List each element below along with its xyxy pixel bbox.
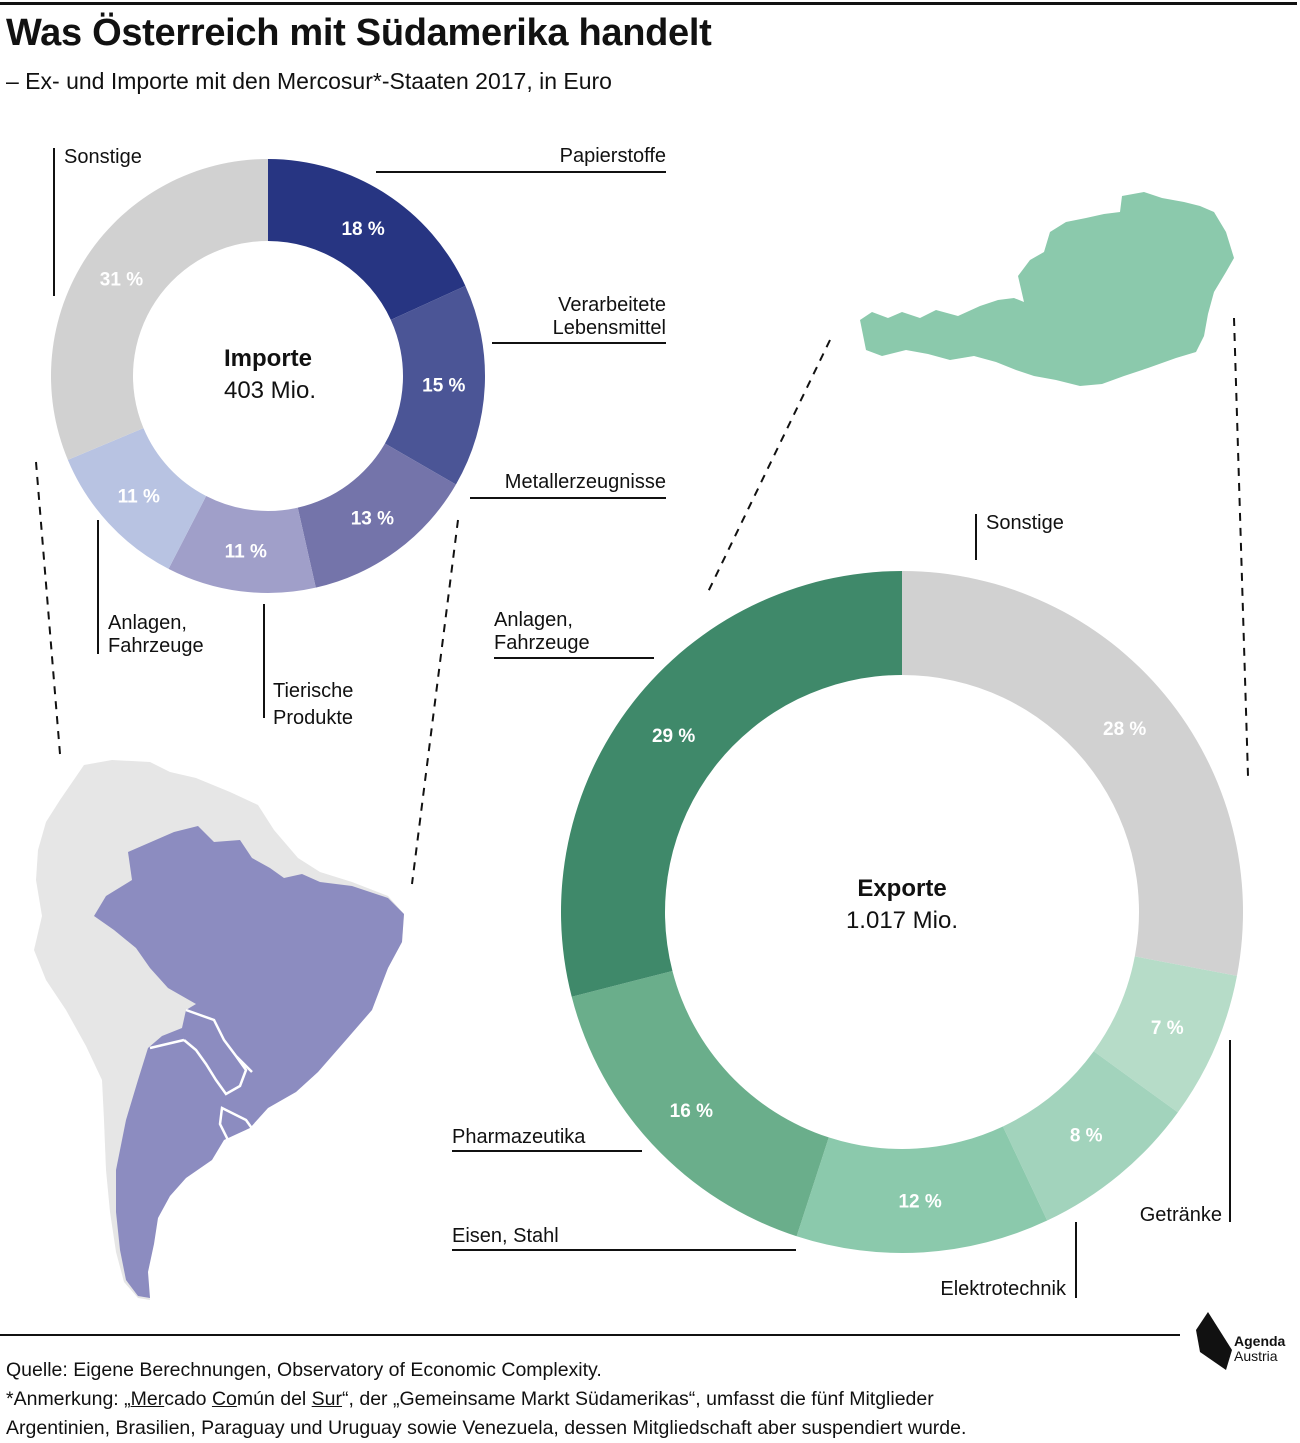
label-import-anlagen: Anlagen,: [108, 612, 187, 634]
imports-center-title: Importe: [224, 345, 312, 372]
agenda-austria-logo: [1196, 1312, 1232, 1370]
imports-slice-3: [297, 443, 456, 588]
connector-lines: [35, 317, 1249, 885]
imports-slice-label-4: 11 %: [225, 542, 267, 563]
imports-slice-label-3: 13 %: [351, 509, 394, 530]
imports-center-value: 403 Mio.: [224, 377, 316, 404]
label-tierische: Tierische: [273, 680, 353, 702]
country-borders: [149, 1008, 258, 1146]
south-america-map: [34, 760, 404, 1300]
label-export-anlagen: Anlagen,: [494, 609, 573, 631]
remark-line-1: *Anmerkung: „Mercado Común del Sur“, der…: [6, 1385, 966, 1414]
remark-text-cado: cado: [164, 1388, 212, 1410]
footer-rule: [0, 1334, 1180, 1336]
exports-slice-4: [796, 1126, 1048, 1253]
label-import-fahrzeuge: Fahrzeuge: [108, 635, 204, 657]
remark-rest: “, der „Gemeinsame Markt Südamerikas“, u…: [342, 1388, 934, 1410]
remark-line-2: Argentinien, Brasilien, Paraguay und Uru…: [6, 1417, 967, 1439]
imports-slice-label-6: 31 %: [100, 270, 143, 291]
exports-donut: 28 % 7 % 8 % 12 % 16 % 29 %: [561, 571, 1243, 1253]
mercosur-countries: [94, 826, 404, 1298]
imports-donut: 18 % 15 % 13 % 11 % 11 % 31 %: [51, 159, 485, 594]
imports-slice-label-2: 15 %: [422, 375, 465, 396]
remark-prefix: *Anmerkung: „: [6, 1388, 131, 1410]
imports-slice-4: [168, 495, 316, 594]
label-metallerzeugnisse: Metallerzeugnisse: [505, 471, 666, 493]
remark-underline-sur: Sur: [311, 1388, 343, 1410]
source-note: Quelle: Eigene Berechnungen, Observatory…: [6, 1359, 602, 1381]
exports-slice-label-6: 29 %: [652, 726, 695, 747]
footer-notes: Quelle: Eigene Berechnungen, Observatory…: [6, 1356, 966, 1443]
exports-slice-label-5: 16 %: [670, 1101, 713, 1122]
chart-subtitle: – Ex- und Importe mit den Mercosur*-Staa…: [6, 68, 612, 94]
label-verarbeitete: Verarbeitete: [558, 294, 666, 316]
exports-slice-3: [1002, 1051, 1178, 1221]
imports-slice-6: [51, 159, 268, 460]
exports-slice-1: [902, 571, 1243, 976]
exports-slice-label-1: 28 %: [1103, 719, 1146, 740]
chart-title: Was Österreich mit Südamerika handelt: [6, 12, 712, 54]
exports-slice-label-4: 12 %: [898, 1191, 941, 1212]
exports-center-title: Exporte: [857, 875, 946, 902]
imports-slice-label-1: 18 %: [341, 219, 384, 240]
exports-slice-6: [561, 571, 902, 997]
label-getraenke: Getränke: [1140, 1204, 1222, 1226]
label-eisen-stahl: Eisen, Stahl: [452, 1225, 559, 1247]
label-elektrotechnik: Elektrotechnik: [940, 1278, 1067, 1300]
exports-slice-label-3: 8 %: [1070, 1126, 1103, 1147]
exports-center-value: 1.017 Mio.: [846, 907, 958, 934]
label-leader-lines: [53, 148, 1231, 1298]
imports-slice-label-5: 11 %: [118, 486, 160, 507]
austria-map: [860, 192, 1234, 386]
logo-line-2: Austria: [1234, 1348, 1278, 1364]
label-lebensmittel: Lebensmittel: [553, 317, 666, 339]
logo-line-1: Agenda: [1234, 1333, 1286, 1349]
logo-mark-icon: [1196, 1312, 1232, 1370]
logo-text: Agenda Austria: [1234, 1334, 1285, 1364]
exports-slice-5: [571, 970, 829, 1237]
label-produkte: Produkte: [273, 707, 353, 729]
remark-underline-co: Co: [211, 1388, 237, 1410]
top-rule: [0, 2, 1297, 5]
remark-text-mun: mún del: [236, 1388, 312, 1410]
label-papierstoffe: Papierstoffe: [560, 145, 666, 167]
remark-underline-mer: Mer: [130, 1388, 165, 1410]
label-import-sonstige: Sonstige: [64, 146, 142, 168]
imports-slice-1: [268, 159, 466, 320]
imports-slice-2: [384, 285, 485, 485]
label-pharmazeutika: Pharmazeutika: [452, 1126, 586, 1148]
label-export-fahrzeuge: Fahrzeuge: [494, 632, 590, 654]
exports-slice-label-2: 7 %: [1151, 1018, 1184, 1039]
exports-slice-2: [1093, 956, 1237, 1113]
imports-slice-5: [67, 428, 207, 569]
label-export-sonstige: Sonstige: [986, 512, 1064, 534]
